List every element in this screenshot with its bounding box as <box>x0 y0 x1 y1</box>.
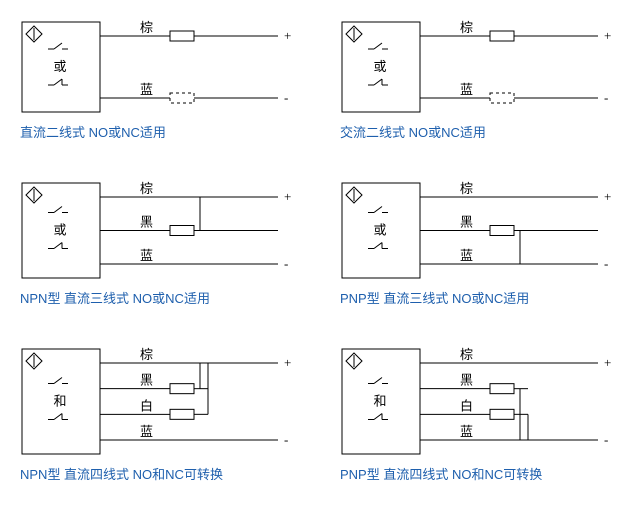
svg-text:白: 白 <box>140 398 153 413</box>
svg-text:黑: 黑 <box>460 373 473 388</box>
svg-text:+: + <box>284 355 291 370</box>
svg-text:+: + <box>284 28 291 43</box>
diagram-ac2: 或 棕 + 蓝 - 交流二线式 NO或NC适用 <box>340 20 620 141</box>
diagram-npn4: 和 棕 + 黑白蓝 - NPN型 直流四线式 NO和NC可转换 <box>20 347 300 483</box>
svg-text:棕: 棕 <box>140 20 153 35</box>
caption-dc2: 直流二线式 NO或NC适用 <box>20 122 300 141</box>
svg-text:黑: 黑 <box>460 215 473 230</box>
caption-pnp3: PNP型 直流三线式 NO或NC适用 <box>340 288 620 307</box>
svg-text:-: - <box>604 90 608 105</box>
svg-text:或: 或 <box>53 59 66 74</box>
svg-text:蓝: 蓝 <box>140 82 153 97</box>
svg-text:棕: 棕 <box>140 347 153 362</box>
svg-text:蓝: 蓝 <box>140 248 153 263</box>
svg-text:+: + <box>284 189 291 204</box>
svg-text:蓝: 蓝 <box>460 248 473 263</box>
diagram-grid: 或棕+蓝-直流二线式 NO或NC适用或棕+蓝-交流二线式 NO或NC适用或棕+黑… <box>20 20 620 483</box>
caption-npn4: NPN型 直流四线式 NO和NC可转换 <box>20 464 300 483</box>
svg-text:白: 白 <box>460 398 473 413</box>
diagram-npn3: 或 棕 + 黑蓝 - NPN型 直流三线式 NO或NC适用 <box>20 181 300 307</box>
svg-text:蓝: 蓝 <box>140 424 153 439</box>
svg-text:-: - <box>284 256 288 271</box>
svg-text:蓝: 蓝 <box>460 82 473 97</box>
caption-ac2: 交流二线式 NO或NC适用 <box>340 122 620 141</box>
svg-text:棕: 棕 <box>460 347 473 362</box>
svg-text:棕: 棕 <box>460 20 473 35</box>
svg-text:-: - <box>284 90 288 105</box>
diagram-pnp3: 或 棕 + 黑蓝 - PNP型 直流三线式 NO或NC适用 <box>340 181 620 307</box>
svg-text:棕: 棕 <box>140 181 153 196</box>
svg-text:和: 和 <box>53 394 66 409</box>
diagram-dc2: 或 棕 + 蓝 - 直流二线式 NO或NC适用 <box>20 20 300 141</box>
svg-text:-: - <box>604 256 608 271</box>
svg-text:-: - <box>284 432 288 447</box>
svg-text:或: 或 <box>53 223 66 238</box>
diagram-pnp4: 和 棕 + 黑白蓝 - PNP型 直流四线式 NO和NC可转换 <box>340 347 620 483</box>
svg-text:-: - <box>604 432 608 447</box>
svg-text:蓝: 蓝 <box>460 424 473 439</box>
svg-text:+: + <box>604 189 611 204</box>
caption-pnp4: PNP型 直流四线式 NO和NC可转换 <box>340 464 620 483</box>
svg-text:黑: 黑 <box>140 373 153 388</box>
svg-text:黑: 黑 <box>140 215 153 230</box>
svg-text:+: + <box>604 28 611 43</box>
svg-text:+: + <box>604 355 611 370</box>
svg-text:棕: 棕 <box>460 181 473 196</box>
svg-text:或: 或 <box>373 223 386 238</box>
svg-text:或: 或 <box>373 59 386 74</box>
svg-text:和: 和 <box>373 394 386 409</box>
caption-npn3: NPN型 直流三线式 NO或NC适用 <box>20 288 300 307</box>
